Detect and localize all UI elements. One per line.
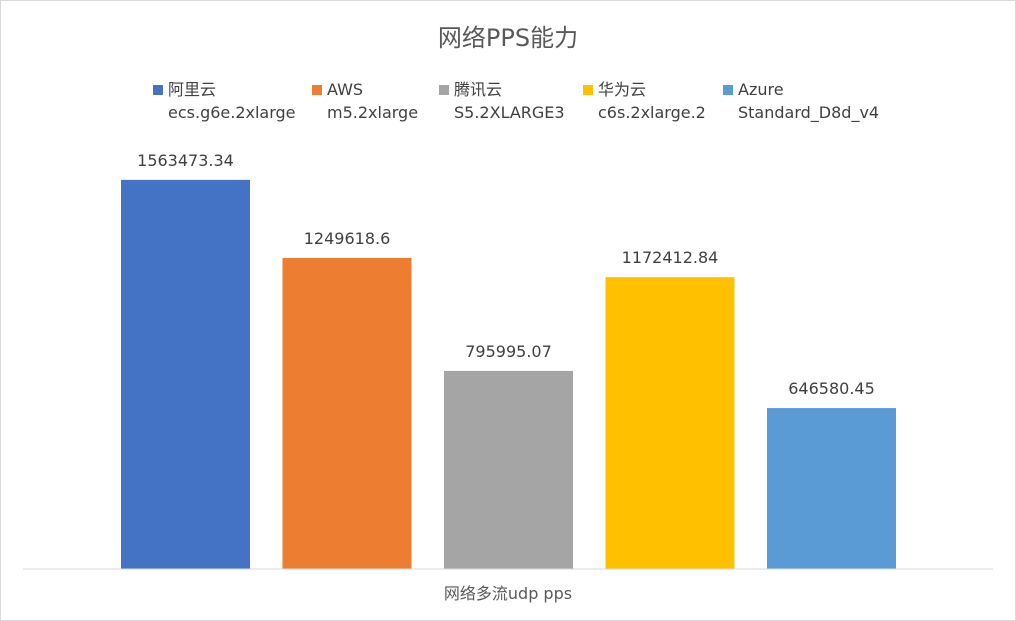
legend-label: 阿里云	[168, 80, 216, 99]
bar	[121, 179, 250, 570]
legend-swatch	[312, 85, 322, 95]
legend-item: 阿里云 ecs.g6e.2xlarge	[153, 80, 296, 122]
legend-label: Azure	[738, 80, 784, 99]
data-label: 1249618.6	[304, 229, 391, 248]
legend-item: AWS m5.2xlarge	[312, 80, 418, 122]
legend-swatch	[723, 85, 733, 95]
chart-title: 网络PPS能力	[438, 24, 578, 52]
legend-label: S5.2XLARGE3	[454, 103, 565, 122]
legend-label: m5.2xlarge	[327, 103, 418, 122]
legend-label: AWS	[327, 80, 363, 99]
legend-item: Azure Standard_D8d_v4	[723, 80, 879, 123]
bars-group: 1563473.34 1249618.6 795995.07 1172412.84 64…	[121, 151, 896, 570]
legend-label: 腾讯云	[454, 80, 502, 99]
legend-item: 腾讯云 S5.2XLARGE3	[439, 80, 565, 122]
legend-label: ecs.g6e.2xlarge	[168, 103, 296, 122]
data-label: 795995.07	[465, 342, 552, 361]
legend-swatch	[153, 85, 163, 95]
data-label: 1172412.84	[622, 248, 719, 267]
legend: 阿里云 ecs.g6e.2xlarge AWS m5.2xlarge 腾讯云 S5.2XL…	[153, 80, 879, 123]
legend-item: 华为云 c6s.2xlarge.2	[583, 80, 706, 122]
data-label: 1563473.34	[137, 151, 234, 170]
legend-label: 华为云	[598, 80, 646, 99]
legend-label: Standard_D8d_v4	[738, 103, 879, 123]
bar	[605, 277, 735, 569]
legend-label: c6s.2xlarge.2	[598, 103, 706, 122]
bar	[282, 257, 412, 569]
legend-swatch	[439, 85, 449, 95]
bar	[444, 370, 573, 569]
data-label: 646580.45	[788, 379, 875, 398]
category-label: 网络多流udp pps	[444, 584, 572, 603]
bar	[767, 408, 896, 569]
legend-swatch	[583, 85, 593, 95]
